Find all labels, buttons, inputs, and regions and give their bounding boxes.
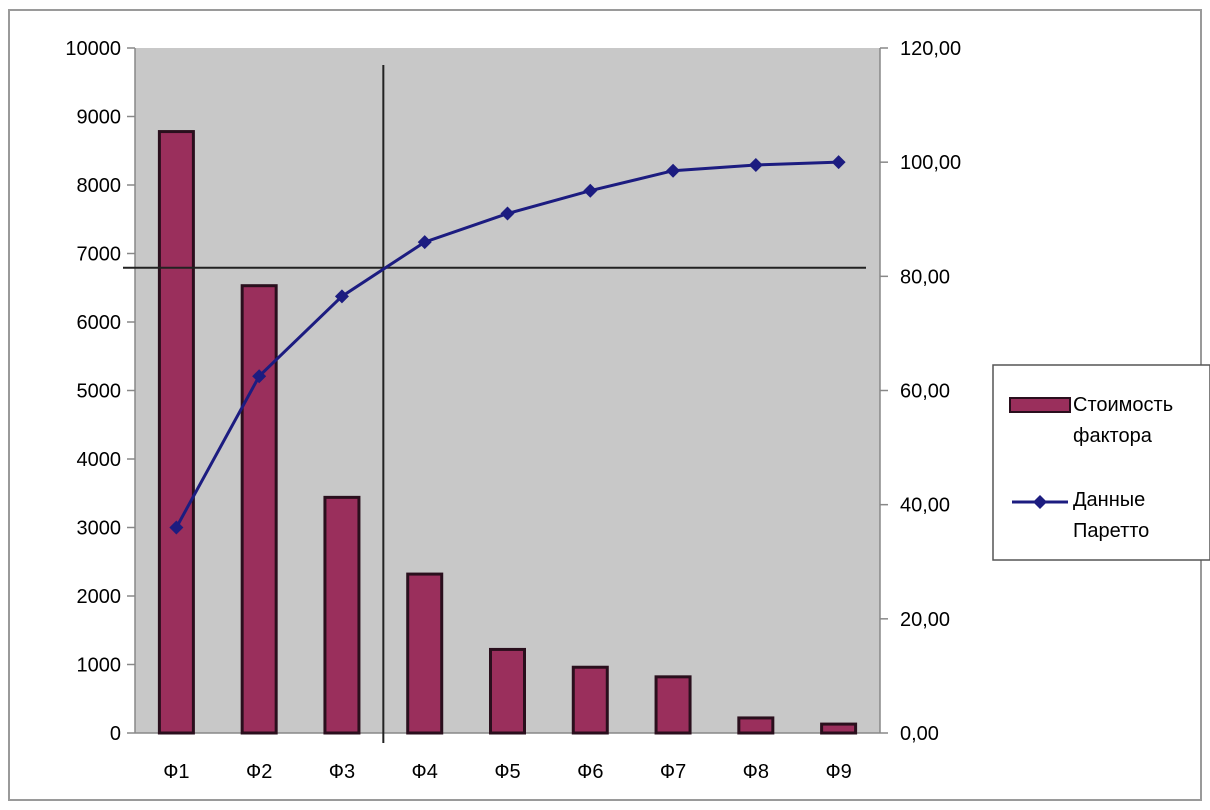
bar-Ф1 [157, 130, 195, 735]
right-axis-ticks: 0,00 20,00 40,00 60,00 80,00 100,00 120,00 [880, 38, 961, 745]
left-tick-label: 6000 [77, 312, 122, 334]
left-tick-label: 4000 [77, 449, 122, 471]
x-tick-label: Ф9 [825, 761, 851, 783]
bar-Ф5 [489, 647, 526, 735]
left-tick-label: 1000 [77, 655, 122, 677]
bar-Ф3 [323, 495, 361, 735]
legend-line-label-line2: Паретто [1073, 520, 1149, 542]
legend: Стоимость фактора Данные Паретто [992, 364, 1210, 561]
x-tick-label: Ф1 [163, 761, 189, 783]
bar-Ф8 [737, 716, 775, 735]
right-tick-label: 120,00 [900, 38, 961, 60]
x-tick-label: Ф6 [577, 761, 603, 783]
right-tick-label: 20,00 [900, 609, 950, 631]
pareto-point-Ф7 [666, 163, 681, 178]
bar-Ф6 [571, 665, 609, 735]
reference-lines [123, 65, 866, 743]
pareto-point-Ф6 [583, 183, 598, 198]
legend-bar-label-line1: Стоимость [1073, 394, 1173, 416]
right-tick-label: 80,00 [900, 266, 950, 288]
bar-series [157, 130, 858, 735]
left-tick-label: 2000 [77, 586, 122, 608]
left-tick-label: 0 [110, 723, 121, 745]
legend-line-label-line1: Данные [1073, 489, 1145, 511]
left-tick-label: 3000 [77, 518, 122, 540]
x-tick-label: Ф7 [660, 761, 686, 783]
legend-bar-swatch [1009, 397, 1071, 413]
x-tick-label: Ф3 [329, 761, 355, 783]
legend-bar-label-line2: фактора [1073, 425, 1153, 447]
pareto-point-Ф5 [500, 206, 515, 221]
bar-Ф7 [654, 675, 692, 735]
pareto-point-Ф1 [169, 520, 184, 535]
bar-Ф2 [240, 284, 278, 735]
left-tick-label: 5000 [77, 381, 122, 403]
left-tick-label: 8000 [77, 175, 122, 197]
pareto-line-series [169, 155, 846, 535]
bar-Ф9 [820, 722, 858, 735]
pareto-point-Ф8 [748, 158, 763, 173]
x-axis-ticks: Ф1 Ф2 Ф3 Ф4 Ф5 Ф6 Ф7 Ф8 Ф9 [163, 761, 852, 783]
right-tick-label: 0,00 [900, 723, 939, 745]
legend-line-marker [1033, 495, 1047, 509]
left-tick-label: 10000 [65, 38, 121, 60]
right-tick-label: 100,00 [900, 152, 961, 174]
x-tick-label: Ф2 [246, 761, 272, 783]
pareto-point-Ф9 [831, 155, 846, 170]
left-tick-label: 9000 [77, 107, 122, 129]
pareto-point-Ф4 [417, 235, 432, 250]
bar-Ф4 [406, 572, 444, 735]
pareto-point-Ф2 [252, 369, 267, 384]
right-tick-label: 60,00 [900, 381, 950, 403]
x-tick-label: Ф4 [412, 761, 438, 783]
left-axis-ticks: 0 1000 2000 3000 4000 5000 6000 7000 8000 9000 100… [65, 38, 135, 745]
x-tick-label: Ф8 [743, 761, 769, 783]
x-tick-label: Ф5 [494, 761, 520, 783]
right-tick-label: 40,00 [900, 495, 950, 517]
pareto-point-Ф3 [334, 289, 349, 304]
left-tick-label: 7000 [77, 244, 122, 266]
